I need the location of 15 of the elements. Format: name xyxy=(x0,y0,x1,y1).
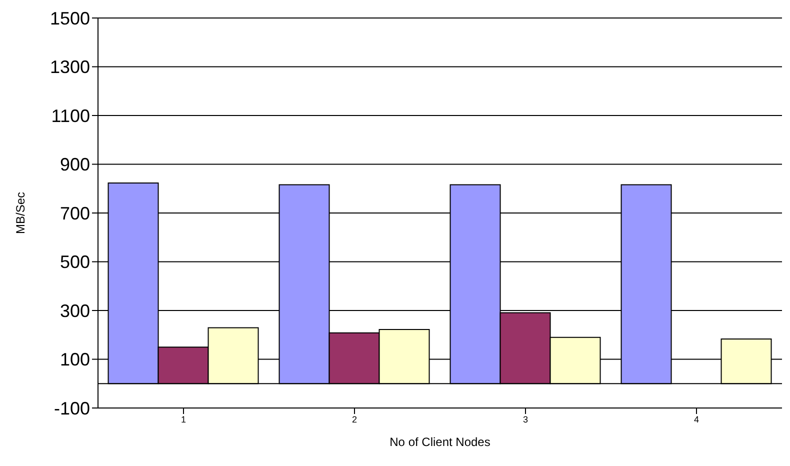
y-tick-label: 1500 xyxy=(50,8,90,28)
x-tick-label: 2 xyxy=(352,414,358,424)
y-tick-label: 1300 xyxy=(50,57,90,78)
y-tick-label: -100 xyxy=(54,398,90,418)
y-tick-label: 300 xyxy=(60,300,90,321)
x-axis-title: No of Client Nodes xyxy=(390,435,490,449)
y-tick-label: 500 xyxy=(60,252,90,272)
y-tick-label: 700 xyxy=(60,203,90,224)
y-axis-title: MB/Sec xyxy=(13,192,28,234)
x-tick-label: 1 xyxy=(180,414,186,424)
y-tick-label: 100 xyxy=(60,350,90,370)
y-tick-label: 900 xyxy=(60,154,90,175)
x-tick-label: 4 xyxy=(694,414,700,424)
y-tick-label: 1100 xyxy=(51,106,90,126)
x-tick-label: 3 xyxy=(522,414,528,424)
